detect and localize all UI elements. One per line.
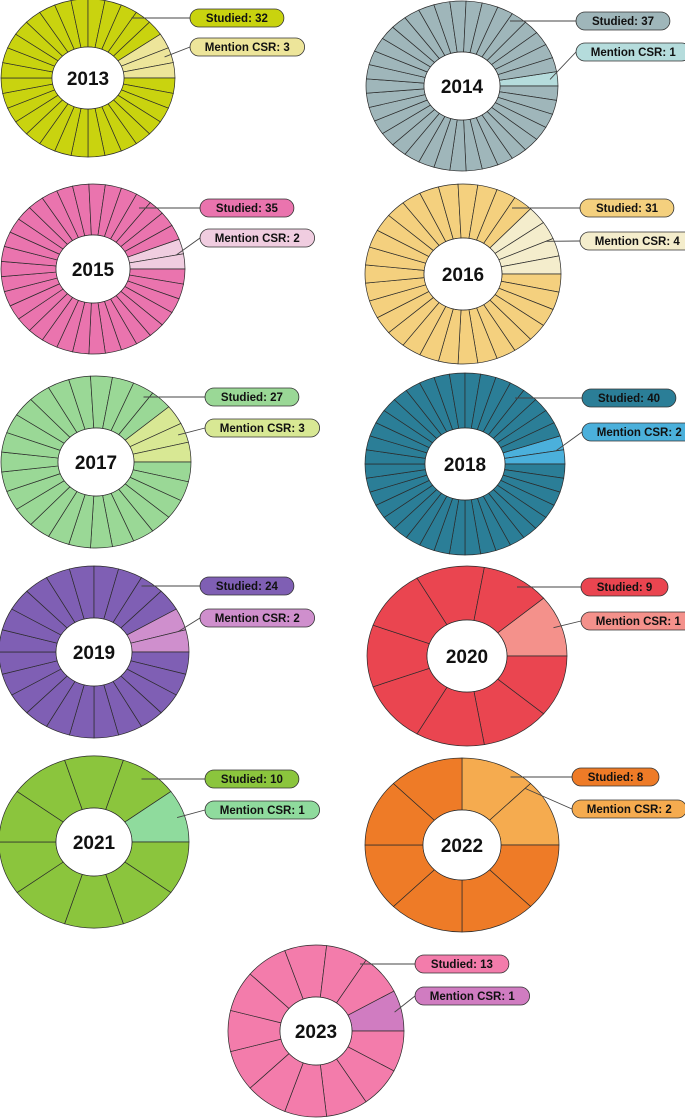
donut-chart-2013: 2013 Studied: 32 Mention CSR: 3	[0, 0, 305, 158]
donut-hole	[426, 619, 508, 693]
mention-csr-label: Mention CSR: 2	[597, 427, 682, 439]
donut-chart-2022: 2022 Studied: 8 Mention CSR: 2	[364, 757, 685, 933]
studied-label: Studied: 10	[221, 774, 283, 786]
mention-csr-label: Mention CSR: 1	[220, 805, 306, 817]
studied-pill	[189, 8, 285, 28]
year-label: 2018	[444, 455, 486, 476]
donut-chart-2015: 2015 Studied: 35 Mention CSR: 2	[0, 183, 315, 355]
studied-pill	[571, 767, 660, 787]
mention-csr-pill	[199, 608, 315, 628]
mention-csr-pill	[580, 611, 685, 631]
donut-chart-2019: 2019 Studied: 24 Mention CSR: 2	[0, 565, 315, 739]
donut-hole	[423, 237, 503, 311]
studied-pill	[580, 577, 669, 597]
donut-chart-2020: 2020 Studied: 9 Mention CSR: 1	[366, 565, 685, 747]
studied-pill	[575, 11, 671, 31]
mention-csr-pill	[204, 418, 320, 438]
mention-csr-pill	[414, 986, 530, 1006]
donut-hole	[55, 234, 131, 304]
year-label: 2013	[67, 69, 109, 90]
studied-label: Studied: 32	[206, 13, 268, 25]
year-label: 2014	[441, 77, 484, 98]
studied-pill	[414, 954, 510, 974]
donut-chart-2023: 2023 Studied: 13 Mention CSR: 1	[227, 944, 530, 1118]
mention-csr-pill	[579, 231, 685, 251]
mention-csr-label: Mention CSR: 2	[215, 613, 300, 625]
mention-csr-label: Mention CSR: 4	[595, 236, 681, 248]
year-label: 2022	[441, 836, 483, 857]
donut-chart-2018: 2018 Studied: 40 Mention CSR: 2	[364, 372, 685, 556]
donut-hole	[51, 46, 125, 110]
mention-csr-label: Mention CSR: 2	[215, 233, 300, 245]
mention-csr-label: Mention CSR: 3	[220, 423, 305, 435]
mention-leader-line	[164, 46, 191, 58]
mention-csr-label: Mention CSR: 1	[596, 616, 682, 628]
year-label: 2015	[72, 260, 115, 281]
mention-csr-pill	[199, 228, 315, 248]
mention-csr-pill	[575, 42, 685, 62]
studied-label: Studied: 13	[431, 959, 493, 971]
donut-hole	[57, 427, 135, 497]
donut-hole	[55, 617, 133, 687]
studied-label: Studied: 24	[216, 581, 279, 593]
year-label: 2023	[295, 1022, 337, 1043]
donut-hole	[422, 809, 502, 881]
year-label: 2016	[442, 265, 484, 286]
year-label: 2021	[73, 833, 116, 854]
donut-chart-2014: 2014 Studied: 37 Mention CSR: 1	[365, 0, 685, 172]
studied-label: Studied: 40	[598, 393, 660, 405]
donut-hole	[55, 807, 133, 877]
studied-pill	[204, 769, 300, 789]
year-label: 2020	[446, 647, 488, 668]
mention-leader-line	[178, 617, 201, 632]
studied-label: Studied: 9	[597, 582, 653, 594]
mention-csr-pill	[189, 37, 305, 57]
studied-pill	[579, 198, 675, 218]
donut-chart-2016: 2016 Studied: 31 Mention CSR: 4	[364, 183, 685, 365]
mention-csr-label: Mention CSR: 1	[430, 991, 516, 1003]
mention-csr-label: Mention CSR: 1	[591, 47, 677, 59]
studied-label: Studied: 37	[592, 16, 654, 28]
mention-leader-line	[176, 809, 206, 819]
donut-chart-2017: 2017 Studied: 27 Mention CSR: 3	[0, 375, 320, 549]
mention-leader-line	[177, 427, 206, 436]
donut-chart-2021: 2021 Studied: 10 Mention CSR: 1	[0, 755, 320, 929]
studied-pill	[199, 576, 295, 596]
mention-leader-line	[553, 620, 582, 629]
mention-csr-label: Mention CSR: 3	[205, 42, 290, 54]
mention-leader-line	[549, 51, 577, 80]
studied-label: Studied: 31	[596, 203, 659, 215]
mention-csr-label: Mention CSR: 2	[587, 804, 672, 816]
studied-label: Studied: 27	[221, 392, 283, 404]
mention-leader-line	[394, 995, 416, 1013]
studied-label: Studied: 8	[588, 772, 644, 784]
mention-leader-line	[176, 237, 201, 256]
mention-csr-pill	[571, 799, 685, 819]
donut-hole	[424, 427, 506, 501]
year-label: 2017	[75, 453, 117, 474]
year-label: 2019	[73, 643, 115, 664]
mention-leader-line	[524, 787, 573, 810]
studied-pill	[204, 387, 300, 407]
studied-pill	[581, 388, 677, 408]
mention-leader-line	[555, 431, 583, 452]
donut-hole	[423, 51, 501, 121]
studied-label: Studied: 35	[216, 203, 279, 215]
mention-csr-pill	[204, 800, 320, 820]
donut-hole	[279, 996, 353, 1066]
mention-csr-pill	[581, 422, 685, 442]
studied-pill	[199, 198, 295, 218]
